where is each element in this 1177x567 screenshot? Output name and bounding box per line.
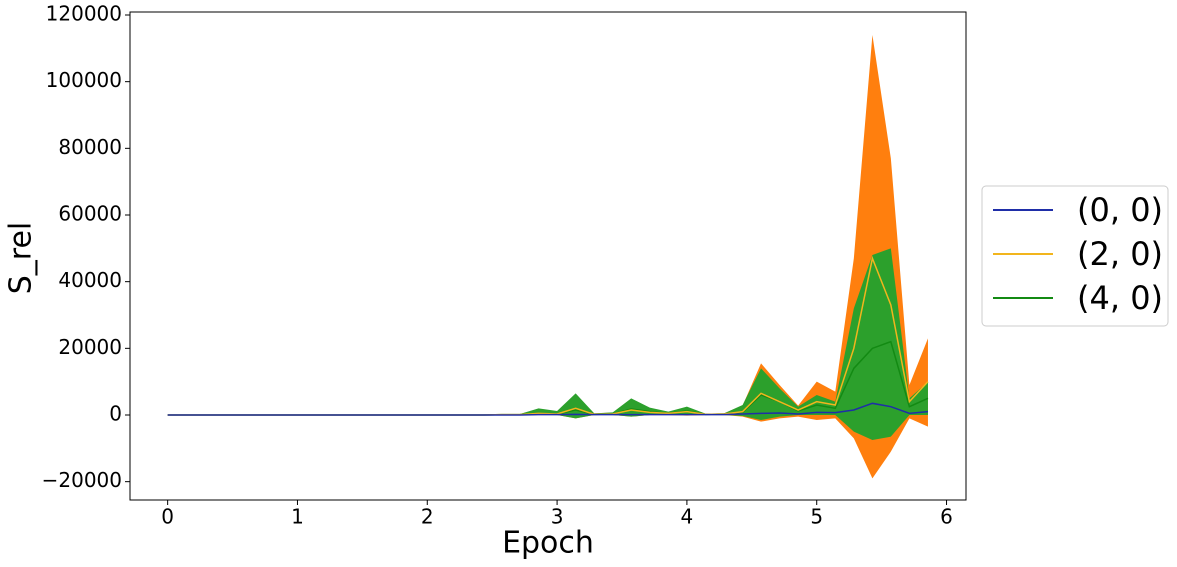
x-tick-label: 6 — [940, 505, 953, 529]
y-tick-label: 20000 — [58, 335, 122, 359]
y-tick-label: 100000 — [46, 68, 122, 92]
legend-label: (0, 0) — [1077, 191, 1163, 229]
band — [167, 35, 928, 479]
plot-frame — [129, 11, 967, 501]
legend-label: (2, 0) — [1077, 235, 1163, 273]
x-tick-label: 3 — [551, 505, 564, 529]
y-tick-label: 0 — [109, 402, 122, 426]
y-tick-label: 40000 — [58, 268, 122, 292]
x-tick-label: 2 — [421, 505, 434, 529]
x-tick-label: 0 — [161, 505, 174, 529]
legend-label: (4, 0) — [1077, 279, 1163, 317]
x-axis-label: Epoch — [502, 526, 594, 561]
y-tick-label: 60000 — [58, 202, 122, 226]
y-tick-label: 80000 — [58, 135, 122, 159]
band — [167, 248, 928, 440]
y-tick-label: 120000 — [46, 2, 122, 26]
y-axis-label: S_rel — [4, 222, 39, 295]
x-tick-label: 4 — [681, 505, 694, 529]
line — [167, 402, 929, 416]
legend-box — [981, 185, 1169, 327]
x-tick-label: 5 — [810, 505, 823, 529]
x-tick-label: 1 — [291, 505, 304, 529]
y-tick-label: −20000 — [42, 468, 122, 492]
